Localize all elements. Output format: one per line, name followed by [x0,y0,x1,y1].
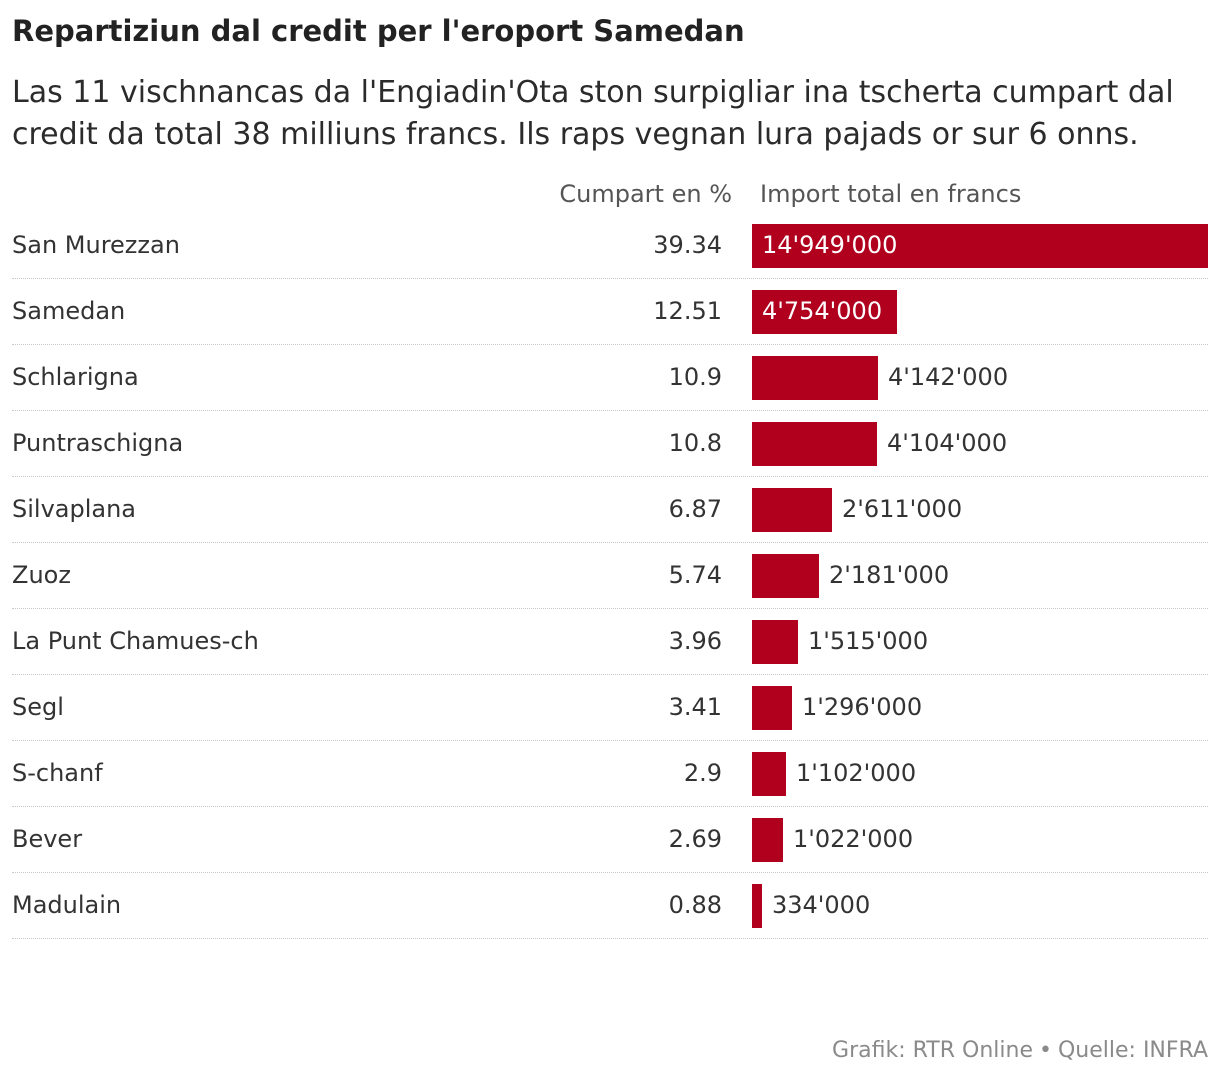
row-name: Silvaplana [12,495,137,523]
table-row: S-chanf 2.9 1'102'000 [12,740,1208,807]
row-percent: 3.41 [668,693,722,721]
table-row: Samedan 12.51 4'754'000 [12,278,1208,345]
row-name: Madulain [12,891,122,919]
amount-label: 4'104'000 [887,429,1008,457]
row-percent: 2.9 [683,759,722,787]
column-header-amount: Import total en francs [760,180,1022,208]
row-name: La Punt Chamues-ch [12,627,259,655]
footer-source: Quelle: INFRA [1057,1038,1208,1063]
table-row: La Punt Chamues-ch 3.96 1'515'000 [12,608,1208,675]
row-name: Schlarigna [12,363,139,391]
table-row: San Murezzan 39.34 14'949'000 [12,212,1208,279]
row-name: San Murezzan [12,231,180,259]
chart-footer: Grafik: RTR Online • Quelle: INFRA [832,1038,1208,1063]
table-row: Puntraschigna 10.8 4'104'000 [12,410,1208,477]
row-percent: 12.51 [653,297,722,325]
amount-bar [752,422,877,466]
amount-bar [752,356,878,400]
footer-credit: Grafik: RTR Online [832,1038,1033,1063]
amount-bar [752,488,832,532]
amount-bar [752,686,792,730]
amount-label: 2'181'000 [829,561,950,589]
row-name: Bever [12,825,83,853]
amount-label: 1'022'000 [793,825,914,853]
amount-label: 1'296'000 [802,693,923,721]
column-header-percent: Cumpart en % [559,180,732,208]
amount-label: 334'000 [772,891,871,919]
row-name: Samedan [12,297,126,325]
row-percent: 5.74 [668,561,722,589]
row-percent: 39.34 [653,231,722,259]
row-percent: 6.87 [668,495,722,523]
table-row: Bever 2.69 1'022'000 [12,806,1208,873]
row-name: S-chanf [12,759,103,787]
table-row: Segl 3.41 1'296'000 [12,674,1208,741]
amount-bar [752,884,762,928]
chart-subtitle: Las 11 vischnancas da l'Engiadin'Ota sto… [12,75,1174,152]
row-name: Segl [12,693,64,721]
row-percent: 3.96 [668,627,722,655]
amount-label: 4'142'000 [888,363,1009,391]
amount-label: 4'754'000 [762,297,883,325]
row-name: Zuoz [12,561,71,589]
row-percent: 0.88 [668,891,722,919]
table-row: Madulain 0.88 334'000 [12,872,1208,939]
chart-title: Repartiziun dal credit per l'eroport Sam… [12,14,745,48]
amount-bar [752,224,1208,268]
amount-label: 1'102'000 [796,759,917,787]
footer-separator: • [1039,1038,1052,1063]
amount-label: 14'949'000 [762,231,898,259]
amount-bar [752,290,897,334]
table-row: Zuoz 5.74 2'181'000 [12,542,1208,609]
amount-label: 1'515'000 [808,627,929,655]
table-row: Schlarigna 10.9 4'142'000 [12,344,1208,411]
amount-bar [752,752,786,796]
row-name: Puntraschigna [12,429,184,457]
row-percent: 10.8 [668,429,722,457]
row-percent: 2.69 [668,825,722,853]
amount-label: 2'611'000 [842,495,963,523]
amount-bar [752,554,819,598]
amount-bar [752,620,798,664]
table-row: Silvaplana 6.87 2'611'000 [12,476,1208,543]
amount-bar [752,818,783,862]
row-percent: 10.9 [668,363,722,391]
